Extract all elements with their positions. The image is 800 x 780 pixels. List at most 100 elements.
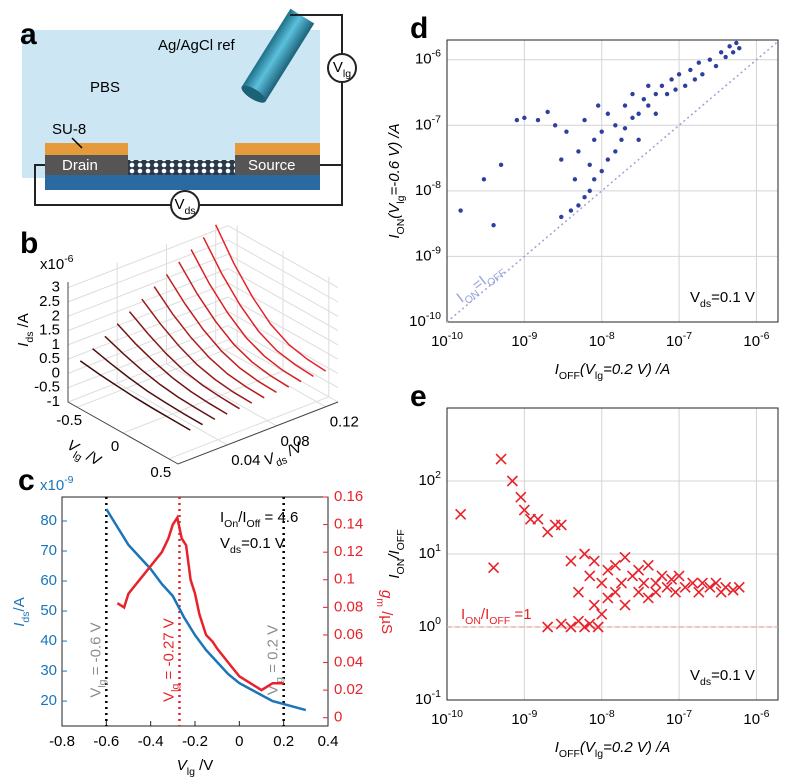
text-part: V	[177, 757, 189, 774]
text-part: V	[690, 667, 700, 684]
text-part: x10	[40, 477, 64, 494]
reference-label: Vlg = -0.27 V	[160, 618, 181, 702]
x-tick-label: 10-7	[666, 708, 692, 728]
panel-label: b	[20, 227, 38, 260]
y2-tick-label: 0.04	[334, 654, 363, 671]
text-part: I	[386, 574, 403, 578]
x-tick-label: 0	[235, 733, 243, 750]
plot-frame	[446, 39, 779, 323]
text-part: ds	[184, 205, 195, 217]
x-tick-label: -0.8	[49, 733, 75, 750]
meter-label: Vds	[174, 196, 195, 217]
point	[559, 157, 564, 162]
text-part: 10	[431, 333, 448, 350]
device-diagram: Ag/AgCl ref PBS SU-8 Drain Source a	[20, 8, 357, 220]
line	[116, 514, 284, 692]
text-part: 10	[415, 691, 432, 708]
text-part: =0.1 V	[711, 667, 755, 684]
text-part: 10	[418, 545, 435, 562]
point	[630, 115, 635, 121]
point	[646, 103, 651, 108]
text-part: ds	[700, 298, 711, 310]
grid-line	[67, 310, 339, 374]
point	[727, 584, 739, 596]
curve	[165, 274, 277, 394]
point	[595, 103, 601, 108]
x-axis-label: Vlg /V	[62, 437, 104, 473]
annotation: Vds=0.1 V	[690, 289, 755, 310]
point	[578, 621, 591, 633]
text-part: -7	[432, 113, 441, 125]
point	[587, 162, 592, 167]
point	[555, 618, 567, 630]
y-tick-label: 60	[40, 572, 57, 589]
solution-label: PBS	[90, 79, 120, 96]
point	[455, 508, 467, 520]
y-tick-label: 2.5	[39, 293, 60, 310]
y2-tick-label: 0.02	[334, 681, 363, 698]
y-tick-label: 10-1	[415, 688, 441, 708]
curve	[92, 348, 203, 426]
point	[636, 137, 641, 143]
point	[506, 475, 518, 487]
text-part: 0	[435, 615, 441, 627]
x-axis-label: IOFF(Vlg=0.2 V) /A	[555, 361, 670, 382]
text-part: 2	[435, 469, 441, 481]
grid-line	[67, 268, 339, 332]
text-part: /V	[281, 439, 304, 462]
point	[673, 570, 685, 582]
point	[584, 570, 596, 582]
text-part: 10	[415, 51, 432, 68]
x-tick-label: 0.2	[273, 733, 294, 750]
channel	[128, 160, 235, 175]
text-part: Off	[247, 518, 261, 530]
text-part: V	[690, 289, 700, 306]
point	[582, 195, 587, 200]
curve	[104, 335, 216, 421]
curve	[128, 311, 240, 410]
z-tick-label: 0.04	[231, 452, 260, 469]
point	[653, 91, 658, 97]
point	[599, 168, 604, 174]
panel-label: a	[20, 18, 37, 51]
point	[599, 129, 604, 134]
point	[642, 592, 654, 604]
line	[105, 508, 307, 712]
text-part: = -0.27 V	[160, 618, 177, 683]
x-tick-label: 0.5	[150, 464, 171, 481]
text-part: OFF	[485, 267, 509, 289]
y-tick-label: 70	[40, 542, 57, 559]
y-tick-label: 20	[40, 692, 57, 709]
point	[696, 60, 702, 65]
text-part: lg	[187, 766, 195, 778]
point	[723, 54, 728, 60]
point	[653, 111, 658, 116]
text-part: 1	[435, 542, 441, 554]
text-part: I	[15, 343, 32, 347]
grid-line	[67, 296, 339, 360]
point	[688, 67, 693, 73]
point	[565, 555, 577, 567]
y-tick-label: 80	[40, 512, 57, 529]
text-part: lg	[595, 748, 603, 760]
y-tick-label: 50	[40, 602, 57, 619]
point	[613, 149, 618, 154]
point	[619, 551, 631, 563]
point	[588, 599, 600, 611]
point	[656, 570, 668, 582]
z-tick-label: 0.08	[280, 433, 309, 450]
y-tick-label: 10-6	[415, 48, 441, 68]
axis-line	[67, 282, 339, 465]
y-tick-label: 10-7	[415, 113, 441, 133]
text-part: 10	[418, 618, 435, 635]
text-part: V	[333, 59, 343, 76]
text-part: V	[87, 688, 104, 698]
x-tick-label: 10-8	[589, 330, 615, 350]
text-part: -8	[605, 708, 614, 720]
grid-line	[77, 225, 238, 408]
text-part: =0.2 V) /A	[603, 739, 670, 756]
text-part: lg	[169, 683, 181, 691]
text-part: ds	[274, 454, 289, 469]
text-part: -8	[605, 330, 614, 342]
grid-line	[116, 262, 228, 446]
